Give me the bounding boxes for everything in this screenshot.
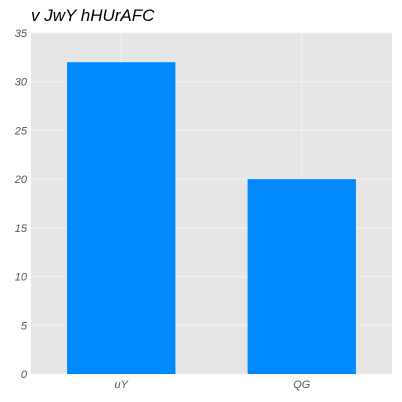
y-tick-label: 20 (14, 174, 28, 186)
x-tick-label: QG (293, 379, 311, 391)
bar-uY (67, 62, 176, 374)
x-tick-label: uY (115, 379, 129, 391)
y-tick-label: 0 (21, 369, 28, 381)
chart-title: v JwY hHUrAFC (31, 6, 155, 25)
y-tick-label: 5 (21, 320, 28, 332)
y-tick-label: 15 (15, 223, 28, 235)
y-tick-label: 25 (14, 125, 28, 137)
y-tick-label: 30 (15, 77, 28, 89)
y-tick-label: 35 (15, 28, 28, 40)
y-tick-label: 10 (15, 272, 28, 284)
bar-QG (247, 179, 356, 374)
